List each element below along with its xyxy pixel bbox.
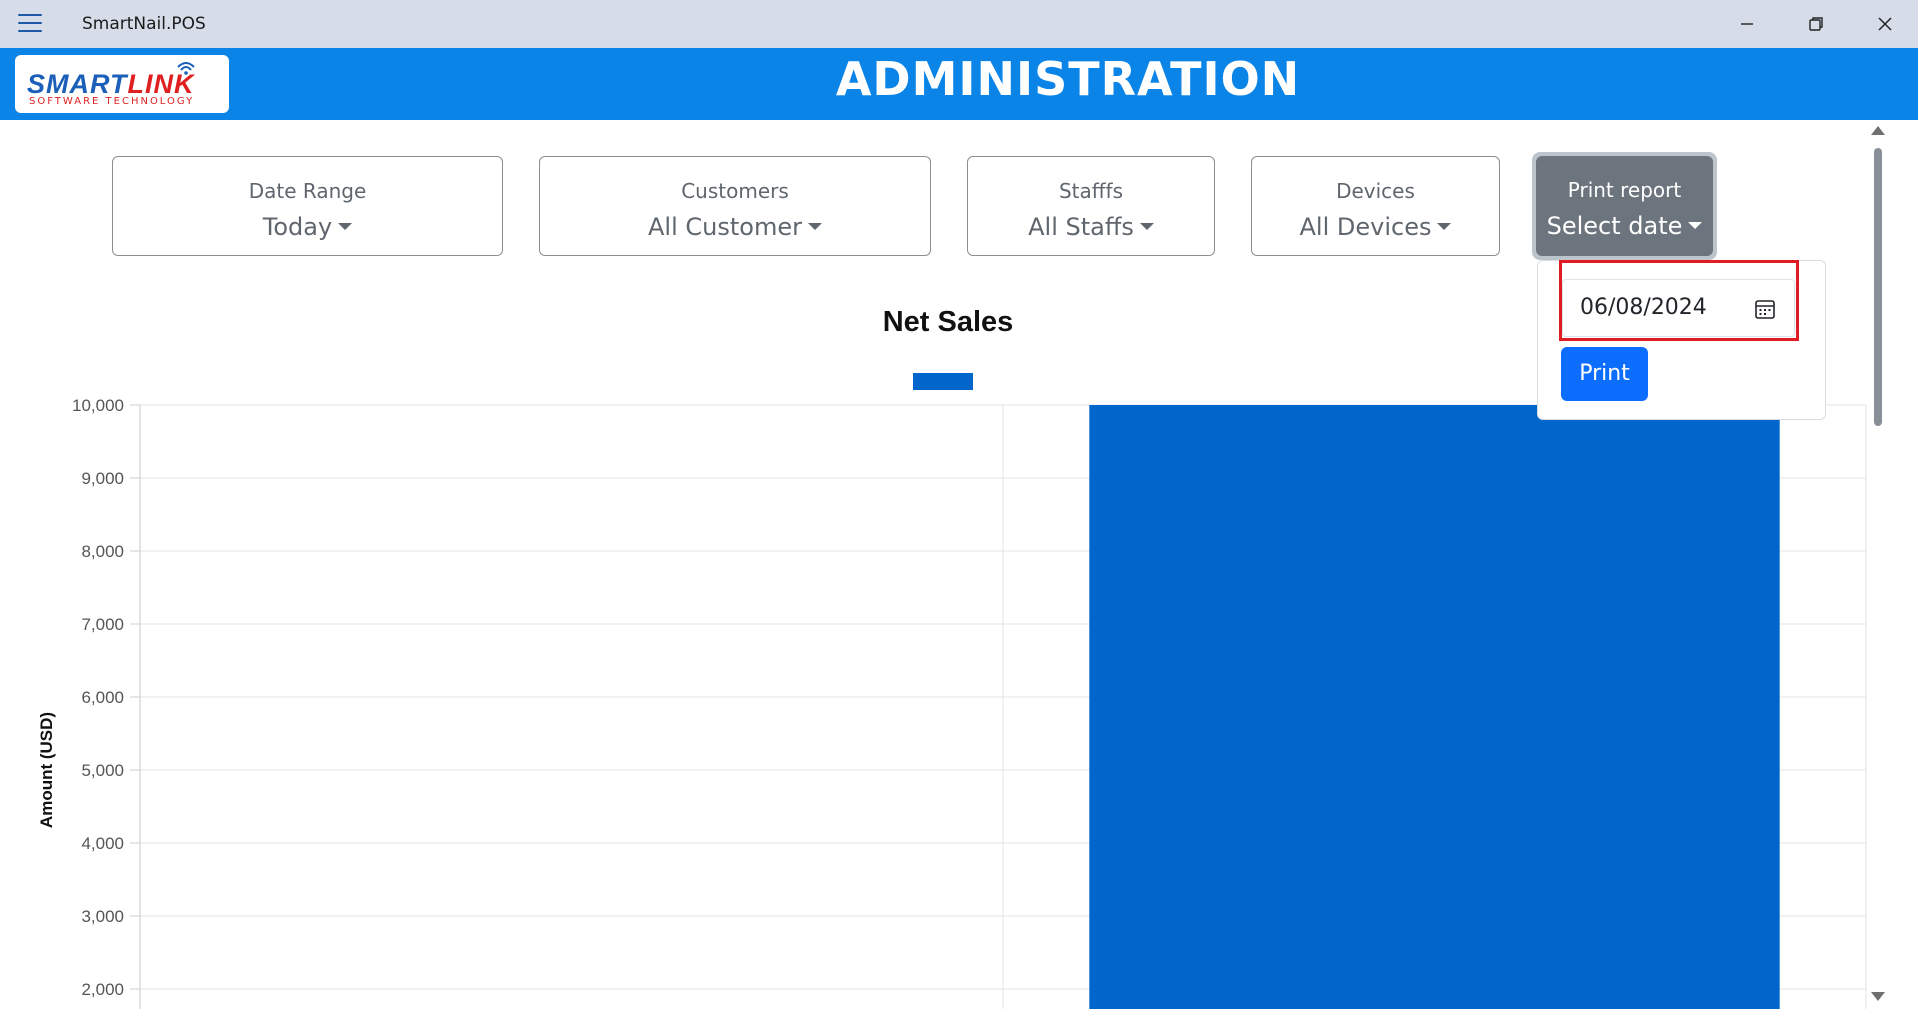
devices-label: Devices bbox=[1336, 179, 1415, 203]
scroll-up-icon[interactable] bbox=[1871, 126, 1885, 135]
maximize-icon[interactable] bbox=[1781, 0, 1851, 48]
y-tick-label: 3,000 bbox=[81, 907, 124, 926]
caret-down-icon bbox=[1688, 221, 1703, 229]
y-axis-label: Amount (USD) bbox=[37, 712, 56, 828]
calendar-icon[interactable] bbox=[1754, 298, 1776, 320]
caret-down-icon bbox=[1139, 222, 1154, 230]
customers-dropdown[interactable]: Customers All Customer bbox=[539, 156, 931, 256]
logo-smart-text: SMART bbox=[27, 69, 128, 99]
caret-down-icon bbox=[1437, 222, 1452, 230]
minimize-icon[interactable] bbox=[1712, 0, 1782, 48]
print-report-label: Print report bbox=[1567, 178, 1682, 202]
date-range-label: Date Range bbox=[248, 179, 367, 203]
logo-link-text: LINK bbox=[127, 69, 195, 99]
staffs-dropdown[interactable]: Stafffs All Staffs bbox=[967, 156, 1215, 256]
print-report-value: Select date bbox=[1547, 212, 1703, 240]
date-range-dropdown[interactable]: Date Range Today bbox=[112, 156, 503, 256]
y-tick-label: 2,000 bbox=[81, 980, 124, 999]
scroll-down-icon[interactable] bbox=[1871, 992, 1885, 1001]
net-sales-chart: Net Sales 10,000 9,000 8,000 7,000 6,000 5,000… bbox=[0, 290, 1870, 1009]
hamburger-menu-icon[interactable] bbox=[18, 14, 42, 34]
net-sales-bar bbox=[1089, 405, 1780, 1009]
customers-value: All Customer bbox=[648, 213, 822, 241]
app-title: SmartNail.POS bbox=[82, 14, 206, 34]
y-tick-label: 4,000 bbox=[81, 834, 124, 853]
admin-header bbox=[0, 48, 1918, 120]
caret-down-icon bbox=[338, 222, 353, 230]
wifi-icon bbox=[177, 62, 195, 75]
caret-down-icon bbox=[807, 222, 822, 230]
title-bar: SmartNail.POS bbox=[0, 0, 1918, 48]
y-tick-label: 7,000 bbox=[81, 615, 124, 634]
y-tick-label: 10,000 bbox=[72, 396, 124, 415]
devices-value: All Devices bbox=[1300, 213, 1452, 241]
scrollbar-thumb[interactable] bbox=[1874, 148, 1882, 426]
close-icon[interactable] bbox=[1850, 0, 1918, 48]
devices-dropdown[interactable]: Devices All Devices bbox=[1251, 156, 1500, 256]
logo-subtitle: SOFTWARE TECHNOLOGY bbox=[29, 96, 195, 107]
y-tick-label: 8,000 bbox=[81, 542, 124, 561]
page-title: ADMINISTRATION bbox=[835, 52, 1301, 106]
y-tick-label: 5,000 bbox=[81, 761, 124, 780]
print-report-dropdown[interactable]: Print report Select date bbox=[1532, 152, 1717, 260]
vertical-scrollbar[interactable] bbox=[1868, 122, 1888, 1009]
chart-title: Net Sales bbox=[883, 306, 1014, 338]
chart-svg: Net Sales 10,000 9,000 8,000 7,000 6,000 5,000… bbox=[37, 306, 1867, 1009]
date-range-value: Today bbox=[263, 213, 353, 241]
print-button[interactable]: Print bbox=[1561, 347, 1648, 401]
report-date-input[interactable]: 06/08/2024 bbox=[1562, 279, 1795, 337]
smartlink-logo: SMARTLINK SOFTWARE TECHNOLOGY bbox=[15, 55, 229, 113]
y-tick-label: 6,000 bbox=[81, 688, 124, 707]
report-date-value: 06/08/2024 bbox=[1580, 295, 1707, 320]
staffs-value: All Staffs bbox=[1028, 213, 1154, 241]
customers-label: Customers bbox=[681, 179, 789, 203]
legend-swatch bbox=[913, 373, 973, 390]
staffs-label: Stafffs bbox=[1058, 179, 1124, 203]
y-tick-label: 9,000 bbox=[81, 469, 124, 488]
